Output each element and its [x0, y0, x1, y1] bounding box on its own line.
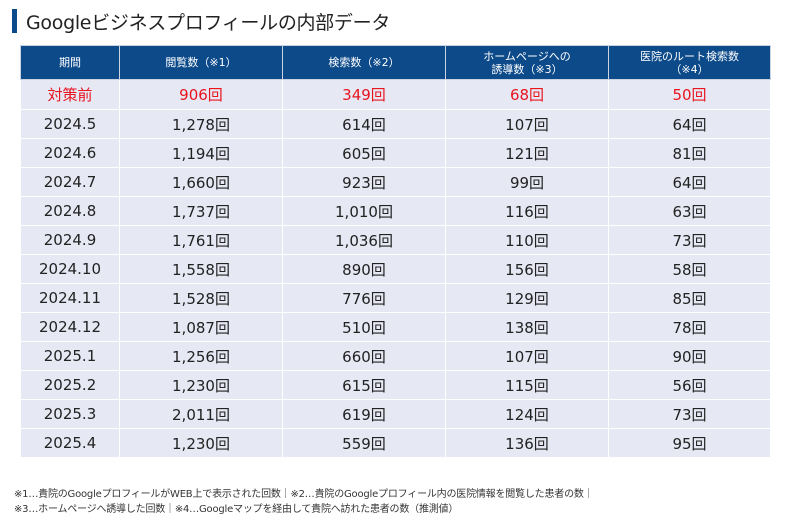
cell-views: 1,194回 [119, 138, 283, 168]
cell-route-searches: 95回 [608, 428, 771, 458]
table-row: 2024.10 1,558回 890回 156回 58回 [20, 254, 771, 284]
footnote-line: ※1…貴院のGoogleプロフィールがWEB上で表示された回数｜※2…貴院のGo… [14, 489, 594, 500]
cell-views: 1,230回 [119, 428, 283, 458]
cell-website-clicks: 68回 [445, 79, 609, 110]
cell-period: 2025.1 [20, 341, 120, 371]
cell-website-clicks: 107回 [445, 109, 609, 139]
cell-searches: 923回 [282, 167, 446, 197]
cell-searches: 619回 [282, 399, 446, 429]
cell-website-clicks: 107回 [445, 341, 609, 371]
header-label: 医院のルート検索数 [640, 49, 739, 63]
cell-searches: 605回 [282, 138, 446, 168]
cell-period: 2024.11 [20, 283, 120, 313]
table-row: 2025.1 1,256回 660回 107回 90回 [20, 341, 771, 371]
header-label: 閲覧数（※1） [165, 56, 237, 69]
cell-route-searches: 81回 [608, 138, 771, 168]
cell-route-searches: 85回 [608, 283, 771, 313]
cell-period: 対策前 [20, 79, 120, 110]
table-row: 2025.4 1,230回 559回 136回 95回 [20, 428, 771, 458]
cell-period: 2024.6 [20, 138, 120, 168]
cell-route-searches: 63回 [608, 196, 771, 226]
header-label-line2: 誘導数（※3） [491, 62, 563, 76]
cell-website-clicks: 138回 [445, 312, 609, 342]
footnote-line: ※3…ホームページへ誘導した回数｜※4…Googleマップを経由して貴院へ訪れた… [14, 504, 459, 515]
cell-searches: 559回 [282, 428, 446, 458]
cell-route-searches: 64回 [608, 167, 771, 197]
cell-website-clicks: 136回 [445, 428, 609, 458]
cell-searches: 1,036回 [282, 225, 446, 255]
cell-searches: 349回 [282, 79, 446, 110]
cell-period: 2024.10 [20, 254, 120, 284]
header-website-clicks: ホームページへの 誘導数（※3） [445, 45, 609, 80]
cell-route-searches: 73回 [608, 225, 771, 255]
cell-website-clicks: 99回 [445, 167, 609, 197]
cell-searches: 890回 [282, 254, 446, 284]
cell-route-searches: 56回 [608, 370, 771, 400]
cell-route-searches: 78回 [608, 312, 771, 342]
cell-route-searches: 50回 [608, 79, 771, 110]
cell-views: 1,087回 [119, 312, 283, 342]
cell-views: 1,528回 [119, 283, 283, 313]
table-row: 2024.9 1,761回 1,036回 110回 73回 [20, 225, 771, 255]
data-table: 期間 閲覧数（※1） 検索数（※2） ホームページへの 誘導数（※3） 医院のルー… [20, 45, 771, 458]
cell-route-searches: 64回 [608, 109, 771, 139]
table-row: 2024.5 1,278回 614回 107回 64回 [20, 109, 771, 139]
cell-website-clicks: 115回 [445, 370, 609, 400]
cell-searches: 614回 [282, 109, 446, 139]
table-row: 2024.12 1,087回 510回 138回 78回 [20, 312, 771, 342]
cell-website-clicks: 121回 [445, 138, 609, 168]
page-header: Googleビジネスプロフィールの内部データ [12, 8, 390, 34]
header-label-line2: （※4） [670, 62, 709, 76]
cell-searches: 510回 [282, 312, 446, 342]
cell-views: 1,256回 [119, 341, 283, 371]
table-row: 2024.8 1,737回 1,010回 116回 63回 [20, 196, 771, 226]
header-label: 期間 [59, 56, 81, 69]
cell-website-clicks: 156回 [445, 254, 609, 284]
cell-route-searches: 90回 [608, 341, 771, 371]
header-label: ホームページへの [483, 49, 571, 63]
cell-period: 2024.12 [20, 312, 120, 342]
cell-period: 2025.2 [20, 370, 120, 400]
cell-views: 1,278回 [119, 109, 283, 139]
cell-route-searches: 73回 [608, 399, 771, 429]
header-period: 期間 [20, 45, 120, 80]
table-row: 2024.6 1,194回 605回 121回 81回 [20, 138, 771, 168]
cell-website-clicks: 110回 [445, 225, 609, 255]
cell-period: 2025.3 [20, 399, 120, 429]
cell-period: 2024.8 [20, 196, 120, 226]
cell-views: 2,011回 [119, 399, 283, 429]
cell-views: 1,737回 [119, 196, 283, 226]
table-row: 2025.2 1,230回 615回 115回 56回 [20, 370, 771, 400]
cell-period: 2024.9 [20, 225, 120, 255]
header-views: 閲覧数（※1） [119, 45, 283, 80]
table-row: 2024.7 1,660回 923回 99回 64回 [20, 167, 771, 197]
cell-views: 906回 [119, 79, 283, 110]
table-row: 2024.11 1,528回 776回 129回 85回 [20, 283, 771, 313]
title-accent-bar [12, 9, 17, 33]
cell-period: 2024.5 [20, 109, 120, 139]
cell-views: 1,761回 [119, 225, 283, 255]
table-row: 2025.3 2,011回 619回 124回 73回 [20, 399, 771, 429]
cell-views: 1,660回 [119, 167, 283, 197]
cell-views: 1,230回 [119, 370, 283, 400]
cell-searches: 776回 [282, 283, 446, 313]
cell-website-clicks: 129回 [445, 283, 609, 313]
table-row-before: 対策前 906回 349回 68回 50回 [20, 79, 771, 110]
cell-searches: 615回 [282, 370, 446, 400]
header-label: 検索数（※2） [328, 56, 400, 69]
cell-website-clicks: 124回 [445, 399, 609, 429]
cell-period: 2025.4 [20, 428, 120, 458]
cell-period: 2024.7 [20, 167, 120, 197]
cell-views: 1,558回 [119, 254, 283, 284]
cell-route-searches: 58回 [608, 254, 771, 284]
cell-website-clicks: 116回 [445, 196, 609, 226]
page-title: Googleビジネスプロフィールの内部データ [26, 11, 391, 34]
footnotes: ※1…貴院のGoogleプロフィールがWEB上で表示された回数｜※2…貴院のGo… [14, 487, 594, 517]
table-header-row: 期間 閲覧数（※1） 検索数（※2） ホームページへの 誘導数（※3） 医院のルー… [20, 45, 771, 80]
header-route-searches: 医院のルート検索数 （※4） [608, 45, 771, 80]
header-searches: 検索数（※2） [282, 45, 446, 80]
cell-searches: 1,010回 [282, 196, 446, 226]
cell-searches: 660回 [282, 341, 446, 371]
